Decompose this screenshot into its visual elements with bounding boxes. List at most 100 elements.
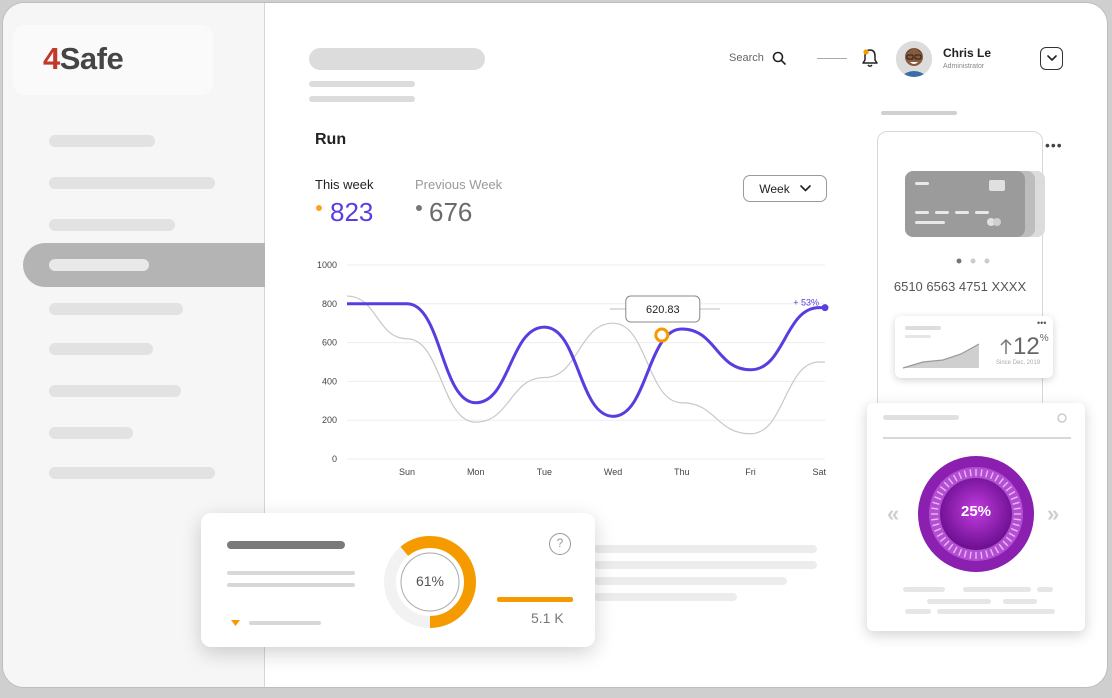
previous-week-dot-icon — [416, 205, 422, 211]
logo-number: 4 — [43, 41, 60, 76]
gauge-tick — [1013, 518, 1021, 521]
gauge-tick — [1012, 501, 1020, 505]
breadcrumb-placeholder — [309, 81, 415, 87]
search-label: Search — [729, 52, 764, 64]
this-week-value: 823 — [330, 197, 374, 227]
header-divider — [817, 58, 847, 59]
gauge-tick — [1010, 496, 1018, 501]
sidebar-item-active[interactable] — [23, 243, 265, 287]
sidebar-item[interactable] — [49, 343, 153, 355]
gauge-tick — [985, 550, 989, 558]
x-tick-label: Tue — [537, 467, 552, 477]
page-title-placeholder — [309, 48, 485, 70]
logo[interactable]: 4Safe — [43, 41, 124, 77]
gauge-tick — [936, 532, 944, 538]
change-annotation: + 53% — [793, 298, 819, 308]
this-week-dot-icon — [316, 205, 322, 211]
y-tick-label: 1000 — [317, 260, 337, 270]
gauge-tick — [1008, 490, 1016, 496]
stat-card-decor — [227, 541, 573, 626]
search-icon[interactable] — [772, 51, 786, 65]
tooltip-marker — [654, 327, 670, 343]
sidebar-item[interactable] — [49, 177, 215, 189]
text-placeholder — [593, 577, 787, 585]
help-icon[interactable]: ? — [549, 533, 571, 555]
user-name: Chris Le — [943, 46, 992, 60]
previous-week-value: 676 — [429, 197, 473, 227]
app-window: 4Safe Search Chris Le Adminis — [2, 2, 1108, 688]
gauge-tick — [934, 496, 942, 501]
text-placeholder — [593, 561, 817, 569]
sidebar-item[interactable] — [49, 385, 181, 397]
text-placeholder — [593, 593, 737, 601]
gauge-tick — [943, 540, 950, 547]
bell-icon[interactable] — [860, 47, 880, 69]
y-tick-label: 800 — [322, 299, 337, 309]
y-tick-label: 0 — [332, 454, 337, 464]
gauge-tick — [969, 551, 972, 559]
next-arrow-icon[interactable]: » — [1047, 501, 1060, 526]
y-tick-label: 600 — [322, 338, 337, 348]
sidebar: 4Safe — [3, 3, 265, 687]
gauge-tick — [989, 548, 994, 556]
sidebar-item[interactable] — [49, 219, 175, 231]
gauge-tick — [1013, 507, 1021, 510]
gauge-tick — [943, 481, 950, 488]
gauge-tick — [1005, 536, 1013, 542]
gauge-tick — [1010, 527, 1018, 532]
gauge-tick — [980, 551, 983, 559]
card-number: 6510 6563 4751 XXXX — [893, 279, 1027, 294]
gauge-tick — [948, 543, 954, 551]
y-tick-label: 400 — [322, 376, 337, 386]
chevron-down-icon — [799, 185, 811, 192]
gauge-tick — [963, 470, 967, 478]
x-tick-label: Thu — [674, 467, 690, 477]
gauge-tick — [932, 523, 940, 527]
previous-arrow-icon[interactable]: « — [887, 501, 900, 526]
avatar[interactable] — [896, 41, 932, 77]
progress-donut — [384, 536, 476, 628]
gauge-tick — [989, 472, 994, 480]
card-chip-icon — [915, 180, 1005, 226]
gauge-tick — [939, 536, 947, 542]
growth-since: Since Dec, 2019 — [996, 360, 1041, 366]
sidebar-item[interactable] — [49, 303, 183, 315]
user-menu-button[interactable] — [1040, 47, 1063, 70]
breadcrumb-placeholder — [309, 96, 415, 102]
carousel-dots[interactable] — [953, 257, 993, 265]
x-tick-label: Mon — [467, 467, 485, 477]
sidebar-item[interactable] — [49, 135, 155, 147]
search[interactable]: Search — [729, 51, 786, 65]
gauge-tick — [931, 507, 939, 510]
sidebar-item[interactable] — [49, 467, 215, 479]
more-icon[interactable]: ••• — [1045, 137, 1063, 153]
text-placeholder — [593, 545, 817, 553]
gauge-value: 25% — [960, 503, 992, 520]
sidebar-item[interactable] — [49, 427, 133, 439]
gauge-tick — [958, 472, 963, 480]
gauge-dial — [918, 456, 1034, 572]
donut-inner-ring — [400, 552, 460, 612]
sidebar-item-placeholder — [49, 259, 149, 271]
gauge-tick — [1002, 540, 1009, 547]
gauge-tick — [958, 548, 963, 556]
gauge-tick — [1008, 532, 1016, 538]
gauge-tick — [998, 543, 1004, 551]
avatar-image — [896, 41, 932, 77]
stat-value: 5.1 K — [531, 610, 564, 626]
x-tick-label: Fri — [745, 467, 756, 477]
growth-value: 12% — [1013, 333, 1049, 361]
chevron-down-icon — [1046, 55, 1057, 61]
credit-card[interactable] — [905, 171, 1025, 237]
gauge-tick — [985, 470, 989, 478]
tooltip-box — [625, 295, 701, 323]
this-week-label: This week — [315, 177, 374, 192]
gauge-tick — [994, 474, 1000, 482]
gauge-center — [940, 478, 1012, 550]
period-select[interactable]: Week — [743, 175, 827, 202]
growth-card[interactable]: ••• — [895, 316, 1053, 378]
growth-sparkline: ••• — [902, 318, 1046, 369]
gauge-tick — [948, 477, 954, 485]
user-role: Administrator — [943, 63, 985, 70]
tooltip-value: 620.83 — [646, 304, 680, 316]
